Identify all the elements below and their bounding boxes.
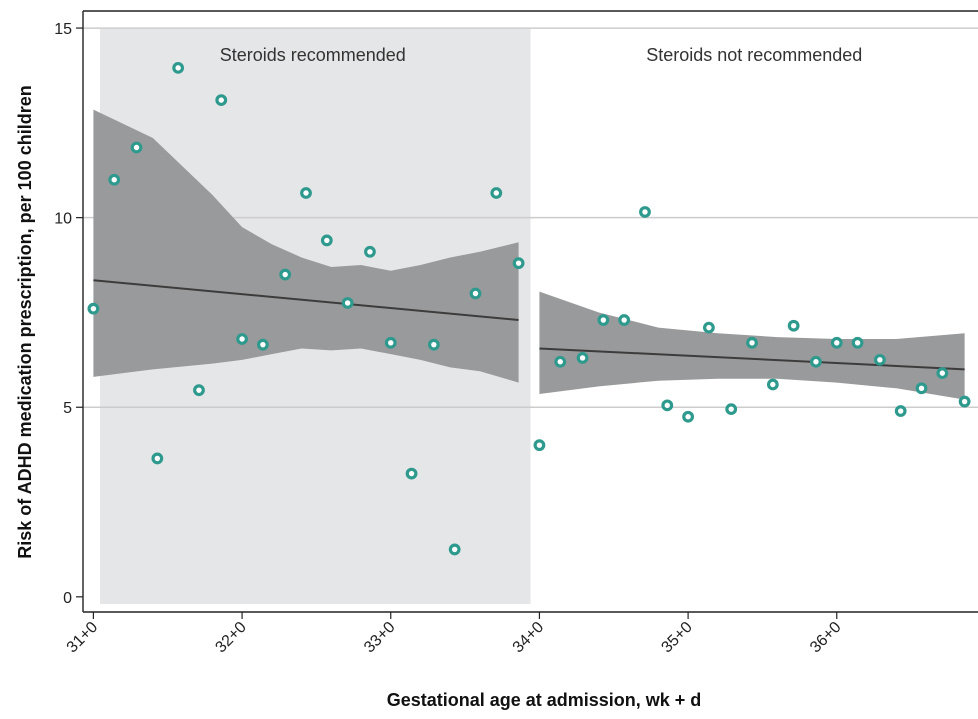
data-point-4 [172,61,185,74]
data-point-25 [618,314,631,326]
data-point-39 [915,382,928,395]
data-point-12 [341,297,354,309]
data-point-38 [894,405,907,417]
data-point-11 [320,234,333,247]
data-point-21 [533,439,546,452]
fit-line-1 [539,347,965,371]
data-point-0 [87,302,100,315]
x-tick-label-4: 35+0 [658,619,696,657]
data-point-19 [490,187,503,199]
y-axis-title: Risk of ADHD medication prescription, pe… [15,85,35,558]
data-point-22 [554,355,567,368]
x-tick-label-1: 32+0 [212,619,250,657]
data-point-34 [810,355,822,368]
data-point-3 [151,452,164,465]
data-point-28 [682,410,694,423]
region-label-1: Steroids not recommended [646,45,862,65]
y-tick-label-1: 5 [63,400,72,417]
data-point-36 [851,336,864,349]
data-point-5 [193,384,205,397]
data-point-26 [639,206,651,218]
axis-layer [76,10,978,619]
region-label-0: Steroids recommended [220,45,406,65]
data-point-29 [703,321,715,334]
data-point-18 [469,287,482,300]
data-point-23 [576,352,589,364]
data-point-8 [256,338,269,351]
data-point-6 [215,94,228,107]
x-tick-label-5: 36+0 [807,619,845,657]
data-point-17 [448,543,461,556]
data-point-16 [427,338,440,351]
confidence-band-0 [93,109,519,383]
data-point-40 [936,367,949,380]
y-tick-label-0: 0 [63,590,72,607]
data-point-37 [873,353,886,366]
data-point-13 [364,245,376,258]
data-point-7 [236,333,248,345]
data-point-41 [958,395,971,408]
data-point-layer [87,61,971,556]
data-point-9 [279,268,292,281]
data-point-1 [108,173,121,186]
x-tick-label-2: 33+0 [361,619,399,657]
y-tick-label-2: 10 [54,211,72,228]
region-label-layer: Steroids recommended Steroids not recomme… [220,45,863,65]
data-point-32 [766,378,779,391]
data-point-27 [661,399,674,412]
x-axis-title: Gestational age at admission, wk + d [387,690,702,710]
data-point-30 [725,403,738,416]
data-point-15 [405,467,418,480]
data-point-14 [384,336,397,349]
data-point-33 [787,319,800,332]
fit-line-0 [93,279,519,322]
data-point-31 [746,336,758,349]
data-point-35 [830,336,843,349]
x-tick-label-0: 31+0 [64,619,102,657]
data-point-20 [512,257,525,270]
data-point-24 [597,314,610,326]
y-tick-label-3: 15 [54,21,72,38]
data-point-10 [300,187,312,199]
data-point-2 [130,141,143,154]
x-tick-label-3: 34+0 [510,619,548,657]
fit-line-layer [93,279,965,371]
